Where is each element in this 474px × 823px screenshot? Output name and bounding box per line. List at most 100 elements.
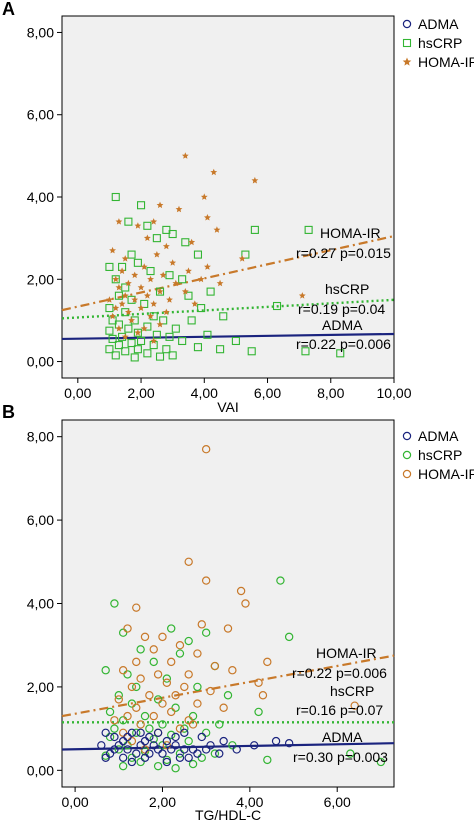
point-homa-ir — [200, 193, 208, 200]
point-homa-ir — [131, 296, 139, 303]
point-hscrp — [241, 250, 250, 259]
point-homa-ir — [150, 218, 158, 225]
legend-marker-adma — [402, 431, 412, 441]
legend-label-hscrp: hsCRP — [418, 447, 462, 463]
point-homa-ir — [150, 337, 158, 344]
point-hscrp — [114, 691, 123, 700]
legend-marker-hscrp — [402, 450, 412, 460]
point-hscrp — [187, 316, 196, 325]
point-adma — [219, 736, 228, 746]
point-homa-ir — [115, 325, 123, 332]
point-homa-ir — [140, 745, 150, 754]
point-homa-ir — [150, 300, 158, 307]
point-adma — [193, 749, 202, 758]
point-homa-ir — [132, 657, 141, 667]
point-hscrp — [118, 716, 128, 725]
panel-b-x-axis-title: TG/HDL-C — [195, 807, 261, 823]
annotation-a-homa-ir-name: HOMA-IR — [320, 225, 381, 241]
point-homa-ir — [210, 661, 220, 671]
point-hscrp — [284, 632, 294, 642]
panel-a-x-axis-title: VAI — [217, 399, 239, 415]
point-hscrp — [111, 351, 120, 360]
point-adma — [101, 753, 110, 763]
legend-marker-homa-ir — [402, 57, 412, 66]
point-hscrp — [162, 345, 171, 354]
point-hscrp — [193, 682, 202, 692]
point-hscrp — [121, 347, 130, 356]
point-hscrp — [118, 761, 128, 771]
point-homa-ir — [127, 736, 137, 746]
point-homa-ir — [181, 152, 189, 159]
point-homa-ir — [167, 657, 176, 667]
legend-marker-hscrp — [402, 38, 412, 48]
legend-marker-adma — [402, 19, 412, 29]
legend-label-homa-ir: HOMA-IR — [418, 466, 474, 482]
point-hscrp — [146, 266, 155, 276]
point-homa-ir — [125, 279, 132, 287]
point-homa-ir — [172, 279, 180, 287]
point-hscrp — [127, 338, 136, 348]
y-tick-label: 4,00 — [27, 596, 54, 612]
point-hscrp — [247, 347, 256, 356]
point-homa-ir — [241, 599, 250, 608]
x-tick-label: 0,00 — [64, 385, 91, 401]
panel-a-axes: 0,00 2,00 4,00 6,00 8,00 0,00 2,00 4,00 6,00 8,00… — [27, 24, 412, 401]
point-hscrp — [162, 674, 172, 683]
point-adma — [206, 741, 215, 750]
annotation-b-homa-ir-stats: r=0.22 p=0.006 — [292, 665, 387, 681]
point-homa-ir — [115, 283, 123, 291]
point-homa-ir — [236, 586, 246, 596]
point-homa-ir — [201, 576, 211, 585]
point-homa-ir — [197, 620, 206, 629]
fit-line-hscrp — [61, 298, 395, 320]
point-homa-ir — [216, 279, 224, 287]
point-homa-ir — [140, 632, 150, 642]
point-homa-ir — [143, 234, 151, 241]
point-homa-ir — [136, 674, 145, 683]
fit-line-adma — [61, 332, 395, 341]
point-hscrp — [197, 753, 206, 763]
point-hscrp — [231, 336, 240, 346]
point-homa-ir — [162, 308, 170, 316]
point-homa-ir — [109, 246, 116, 254]
point-homa-ir — [136, 720, 145, 729]
panel-a-plot-area — [61, 15, 395, 379]
point-adma — [180, 728, 189, 737]
point-homa-ir — [213, 226, 221, 233]
point-adma — [153, 745, 163, 754]
point-homa-ir — [251, 176, 259, 184]
point-homa-ir — [184, 716, 193, 725]
point-homa-ir — [169, 259, 177, 266]
point-adma — [232, 745, 241, 754]
point-hscrp — [304, 225, 313, 234]
point-adma — [271, 736, 281, 746]
annotation-a-adma-name: ADMA — [322, 317, 363, 333]
x-tick-label: 10,00 — [376, 385, 411, 401]
point-hscrp — [162, 225, 171, 234]
point-adma — [145, 732, 154, 742]
annotation-b-hscrp-name: hsCRP — [330, 683, 374, 699]
point-homa-ir — [204, 214, 211, 221]
x-tick-label: 2,00 — [127, 385, 154, 401]
point-adma — [284, 739, 294, 748]
point-homa-ir — [137, 304, 145, 311]
legend-label-adma: ADMA — [418, 16, 459, 32]
point-adma — [171, 741, 180, 750]
point-homa-ir — [223, 624, 233, 633]
point-homa-ir — [134, 222, 142, 229]
point-hscrp — [272, 301, 282, 311]
point-homa-ir — [118, 300, 126, 307]
point-adma — [136, 741, 145, 750]
point-homa-ir — [184, 670, 193, 679]
panel-a-legend: ADMA hsCRP HOMA-IR — [402, 16, 474, 70]
point-hscrp — [171, 324, 180, 333]
point-hscrp — [130, 353, 139, 362]
point-hscrp — [184, 291, 193, 300]
point-hscrp — [171, 703, 180, 712]
point-homa-ir — [149, 711, 158, 721]
point-homa-ir — [219, 703, 228, 712]
point-homa-ir — [201, 444, 211, 454]
point-homa-ir — [185, 267, 192, 274]
point-hscrp — [111, 275, 120, 284]
point-adma — [188, 745, 198, 754]
